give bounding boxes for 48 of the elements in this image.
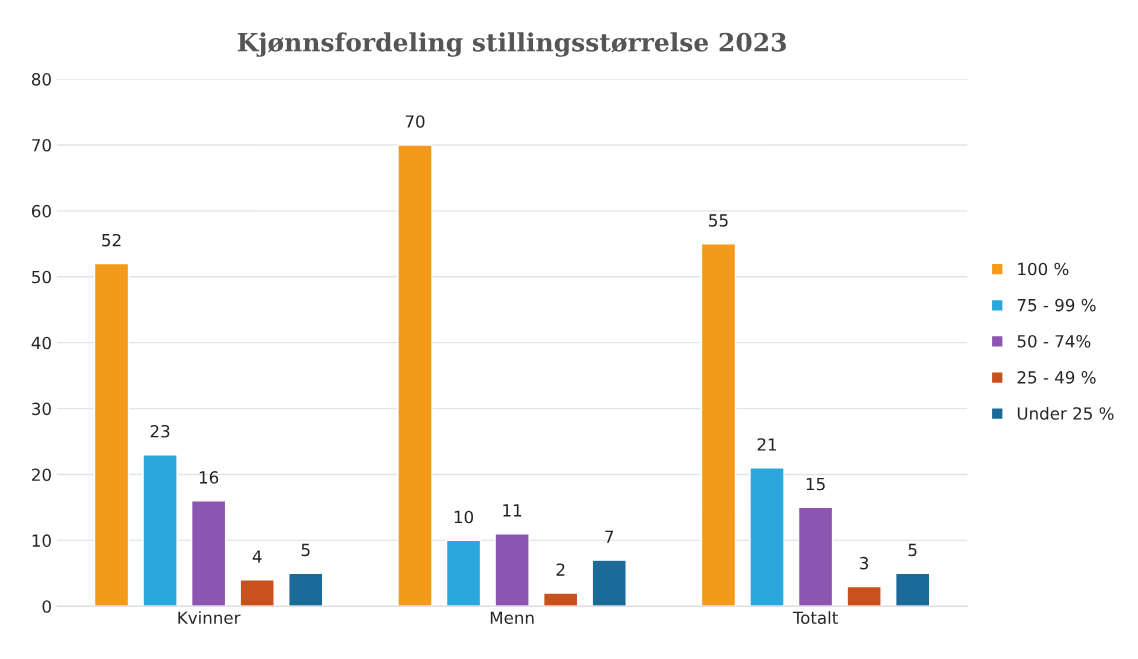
y-tick-label: 80 (31, 73, 51, 86)
bar (542, 592, 579, 607)
bar (797, 506, 834, 607)
bar (700, 243, 737, 607)
bar (397, 144, 433, 607)
y-tick-label: 10 (32, 534, 51, 547)
legend-label: Under 25 % (1017, 406, 1114, 420)
y-tick-label: 20 (32, 468, 51, 482)
data-label: 52 (102, 233, 121, 247)
bar (894, 572, 931, 607)
x-tick-label: Menn (490, 611, 534, 625)
bar (494, 533, 530, 607)
legend-label: 50 - 74% (1017, 334, 1091, 348)
data-label: 15 (806, 477, 825, 491)
data-label: 70 (405, 115, 425, 128)
data-label: 4 (252, 550, 262, 563)
bar (142, 454, 178, 607)
legend-label: 100 % (1018, 262, 1069, 276)
data-label: 10 (454, 510, 474, 524)
data-label: 21 (757, 438, 777, 451)
y-tick-label: 70 (32, 138, 51, 152)
x-tick-label: Totalt (792, 611, 838, 625)
data-label: 7 (605, 530, 614, 543)
bar (93, 262, 130, 607)
bar (846, 585, 882, 607)
bar (445, 539, 482, 607)
y-tick-label: 40 (31, 336, 51, 350)
legend-label: 25 - 49 % (1017, 371, 1096, 384)
data-label: 2 (556, 563, 565, 576)
bar (190, 500, 227, 607)
bar (239, 579, 275, 607)
bar (749, 467, 785, 607)
data-label: 23 (150, 424, 170, 438)
bar (288, 572, 324, 607)
bar (591, 559, 627, 607)
data-label: 16 (199, 471, 219, 484)
legend-label: 75 - 99 % (1017, 298, 1096, 312)
data-label: 5 (301, 543, 310, 557)
data-label: 55 (709, 214, 728, 227)
data-label: 5 (908, 543, 917, 557)
x-tick-label: Kvinner (178, 611, 241, 625)
y-tick-label: 60 (31, 204, 51, 218)
data-label: 11 (503, 504, 522, 517)
y-tick-label: 0 (42, 600, 51, 613)
y-tick-label: 50 (32, 270, 51, 284)
data-label: 3 (860, 556, 869, 570)
y-tick-label: 30 (32, 402, 51, 416)
chart-title: Kjønnsfordeling stillingsstørrelse 2023 (237, 32, 786, 57)
